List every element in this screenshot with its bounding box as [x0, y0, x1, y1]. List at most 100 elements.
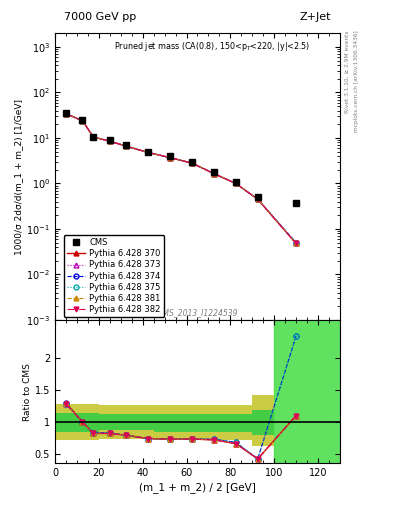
Pythia 6.428 373	[255, 196, 260, 202]
Pythia 6.428 375	[146, 150, 151, 156]
Pythia 6.428 373	[190, 160, 195, 166]
CMS	[124, 142, 129, 148]
Y-axis label: Ratio to CMS: Ratio to CMS	[23, 362, 32, 421]
Pythia 6.428 373	[211, 170, 216, 177]
Line: Pythia 6.428 373: Pythia 6.428 373	[64, 112, 299, 246]
Bar	[274, 320, 340, 463]
Pythia 6.428 381	[294, 241, 298, 247]
Pythia 6.428 381	[190, 160, 195, 166]
Pythia 6.428 381	[64, 111, 68, 117]
Pythia 6.428 375	[107, 138, 112, 144]
Pythia 6.428 382	[294, 241, 298, 247]
Pythia 6.428 374	[233, 180, 238, 186]
Pythia 6.428 375	[211, 170, 216, 177]
Pythia 6.428 370	[294, 241, 298, 247]
Pythia 6.428 375	[294, 240, 298, 246]
Pythia 6.428 373	[64, 111, 68, 117]
Pythia 6.428 381	[211, 170, 216, 177]
Pythia 6.428 370	[255, 196, 260, 202]
Pythia 6.428 370	[233, 180, 238, 186]
Pythia 6.428 375	[91, 134, 96, 140]
Pythia 6.428 382	[146, 150, 151, 156]
Line: Pythia 6.428 375: Pythia 6.428 375	[64, 112, 299, 245]
Pythia 6.428 373	[146, 150, 151, 156]
Pythia 6.428 370	[146, 150, 151, 156]
Pythia 6.428 370	[124, 143, 129, 150]
Pythia 6.428 382	[233, 180, 238, 186]
Pythia 6.428 382	[168, 155, 173, 161]
CMS	[146, 148, 151, 155]
Pythia 6.428 374	[168, 155, 173, 161]
Pythia 6.428 381	[107, 138, 112, 144]
Pythia 6.428 382	[80, 118, 85, 124]
CMS	[255, 194, 260, 200]
Pythia 6.428 373	[124, 143, 129, 150]
CMS	[107, 137, 112, 143]
Pythia 6.428 374	[124, 143, 129, 150]
Pythia 6.428 373	[91, 134, 96, 140]
Pythia 6.428 373	[168, 155, 173, 161]
Pythia 6.428 381	[146, 150, 151, 156]
Pythia 6.428 373	[80, 118, 85, 124]
Pythia 6.428 374	[107, 138, 112, 144]
Pythia 6.428 375	[80, 118, 85, 124]
Text: CMS_2013_I1224539: CMS_2013_I1224539	[157, 308, 238, 317]
Y-axis label: 1000/σ 2dσ/d(m_1 + m_2) [1/GeV]: 1000/σ 2dσ/d(m_1 + m_2) [1/GeV]	[15, 99, 24, 254]
Line: Pythia 6.428 382: Pythia 6.428 382	[64, 112, 299, 246]
Pythia 6.428 382	[107, 138, 112, 144]
Pythia 6.428 381	[168, 155, 173, 161]
Pythia 6.428 375	[124, 143, 129, 150]
Legend: CMS, Pythia 6.428 370, Pythia 6.428 373, Pythia 6.428 374, Pythia 6.428 375, Pyt: CMS, Pythia 6.428 370, Pythia 6.428 373,…	[64, 235, 164, 317]
Pythia 6.428 375	[64, 111, 68, 117]
Pythia 6.428 375	[168, 155, 173, 161]
Line: Pythia 6.428 370: Pythia 6.428 370	[64, 112, 299, 246]
Pythia 6.428 374	[190, 160, 195, 166]
Pythia 6.428 370	[211, 170, 216, 177]
Pythia 6.428 381	[233, 180, 238, 186]
Pythia 6.428 370	[64, 111, 68, 117]
Pythia 6.428 374	[294, 240, 298, 246]
X-axis label: (m_1 + m_2) / 2 [GeV]: (m_1 + m_2) / 2 [GeV]	[139, 482, 256, 493]
CMS	[190, 159, 195, 165]
Pythia 6.428 374	[91, 134, 96, 140]
Pythia 6.428 382	[91, 134, 96, 140]
Pythia 6.428 382	[211, 170, 216, 177]
Line: CMS: CMS	[63, 110, 299, 206]
Pythia 6.428 381	[124, 143, 129, 150]
Pythia 6.428 373	[294, 241, 298, 247]
Pythia 6.428 382	[190, 160, 195, 166]
CMS	[168, 153, 173, 159]
Pythia 6.428 381	[91, 134, 96, 140]
Pythia 6.428 370	[107, 138, 112, 144]
Pythia 6.428 374	[146, 150, 151, 156]
Pythia 6.428 373	[107, 138, 112, 144]
Pythia 6.428 370	[80, 118, 85, 124]
CMS	[233, 179, 238, 185]
Text: 7000 GeV pp: 7000 GeV pp	[64, 12, 136, 22]
Pythia 6.428 382	[255, 196, 260, 202]
Pythia 6.428 370	[190, 160, 195, 166]
Pythia 6.428 381	[80, 118, 85, 124]
Pythia 6.428 375	[190, 160, 195, 166]
Text: Rivet 3.1.10, ≥ 2.9M events: Rivet 3.1.10, ≥ 2.9M events	[345, 31, 350, 113]
Line: Pythia 6.428 381: Pythia 6.428 381	[64, 112, 299, 246]
CMS	[294, 200, 298, 206]
Text: mcplots.cern.ch [arXiv:1306.3436]: mcplots.cern.ch [arXiv:1306.3436]	[354, 31, 359, 133]
Text: Z+Jet: Z+Jet	[300, 12, 331, 22]
Pythia 6.428 374	[255, 196, 260, 202]
Pythia 6.428 374	[64, 111, 68, 117]
CMS	[211, 169, 216, 175]
Pythia 6.428 374	[80, 118, 85, 124]
Pythia 6.428 373	[233, 180, 238, 186]
CMS	[91, 134, 96, 140]
Line: Pythia 6.428 374: Pythia 6.428 374	[64, 112, 299, 245]
Pythia 6.428 382	[124, 143, 129, 150]
CMS	[80, 117, 85, 123]
Pythia 6.428 370	[168, 155, 173, 161]
Pythia 6.428 382	[64, 111, 68, 117]
Pythia 6.428 370	[91, 134, 96, 140]
Pythia 6.428 375	[233, 180, 238, 186]
CMS	[64, 110, 68, 116]
Pythia 6.428 381	[255, 196, 260, 202]
Text: Pruned jet mass (CA(0.8), 150<p$_T$<220, |y|<2.5): Pruned jet mass (CA(0.8), 150<p$_T$<220,…	[114, 40, 310, 53]
